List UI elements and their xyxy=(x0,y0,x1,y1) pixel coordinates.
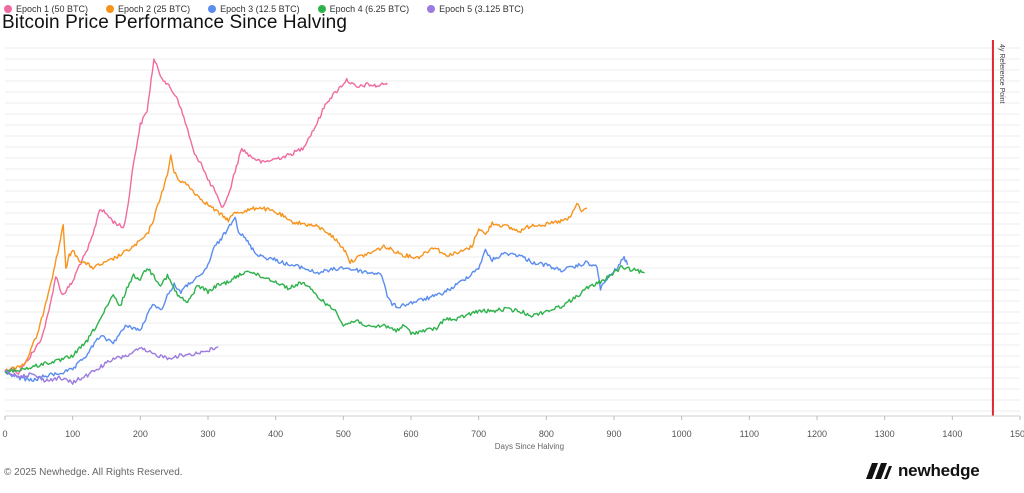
legend-item-epoch-2[interactable]: Epoch 2 (25 BTC) xyxy=(106,4,190,14)
x-tick-label: 200 xyxy=(133,429,148,439)
x-tick-label: 0 xyxy=(2,429,7,439)
series-line-epoch-2[interactable] xyxy=(4,154,588,374)
copyright-text: © 2025 Newhedge. All Rights Reserved. xyxy=(4,467,183,478)
series-line-epoch-4[interactable] xyxy=(4,264,645,374)
grid-lines xyxy=(5,47,1020,412)
series-layer xyxy=(4,58,645,385)
x-tick-label: 1000 xyxy=(672,429,692,439)
x-tick-label: 800 xyxy=(539,429,554,439)
brand-name: newhedge xyxy=(898,461,980,480)
series-line-epoch-5[interactable] xyxy=(4,346,219,385)
legend-swatch xyxy=(427,5,436,13)
legend-item-epoch-5[interactable]: Epoch 5 (3.125 BTC) xyxy=(427,4,524,14)
newhedge-logo-icon xyxy=(866,463,892,479)
x-tick-label: 700 xyxy=(471,429,486,439)
x-tick-label: 100 xyxy=(65,429,80,439)
x-tick-label: 1400 xyxy=(942,429,962,439)
x-tick-label: 1300 xyxy=(875,429,895,439)
legend-swatch xyxy=(106,5,115,13)
series-line-epoch-3[interactable] xyxy=(4,216,629,382)
brand-logo[interactable]: newhedge xyxy=(866,461,980,481)
legend-label: Epoch 5 (3.125 BTC) xyxy=(439,4,524,14)
x-tick-label: 300 xyxy=(200,429,215,439)
legend-label: Epoch 4 (6.25 BTC) xyxy=(329,4,410,14)
x-tick-label: 400 xyxy=(268,429,283,439)
legend-label: Epoch 2 (25 BTC) xyxy=(118,4,191,14)
x-axis: 0 100 200 300 400 500 600 700 800 900 1000 1100 1200… xyxy=(2,415,1024,451)
x-tick-label: 1200 xyxy=(807,429,827,439)
x-tick-label: 900 xyxy=(606,429,621,439)
x-axis-label: Days Since Halving xyxy=(495,442,564,451)
legend-item-epoch-1[interactable]: Epoch 1 (50 BTC) xyxy=(4,4,88,14)
reference-line-label: 4y Reference Point xyxy=(998,44,1005,104)
legend-swatch xyxy=(208,5,217,13)
legend-item-epoch-3[interactable]: Epoch 3 (12.5 BTC) xyxy=(208,4,300,14)
reference-line-group: 4y Reference Point xyxy=(991,40,1005,416)
legend-label: Epoch 3 (12.5 BTC) xyxy=(220,4,300,14)
legend-swatch xyxy=(4,5,12,13)
chart-legend: Epoch 1 (50 BTC) Epoch 2 (25 BTC) Epoch … xyxy=(4,2,524,16)
legend-item-epoch-4[interactable]: Epoch 4 (6.25 BTC) xyxy=(317,4,410,14)
x-tick-label: 1100 xyxy=(740,429,759,439)
x-tick-label: 1500 xyxy=(1010,429,1024,439)
x-tick-label: 500 xyxy=(336,429,351,439)
x-tick-label: 600 xyxy=(403,429,418,439)
legend-label: Epoch 1 (50 BTC) xyxy=(16,4,89,14)
chart-title: Bitcoin Price Performance Since Halving xyxy=(2,12,347,33)
legend-swatch xyxy=(317,5,326,13)
series-line-epoch-1[interactable] xyxy=(4,58,388,375)
